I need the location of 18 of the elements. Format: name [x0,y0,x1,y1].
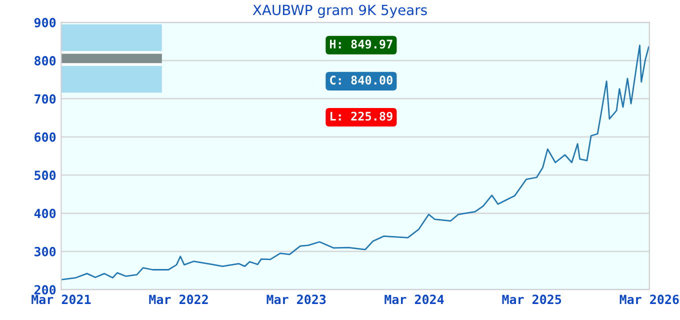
y-tick-label: 300 [34,246,56,256]
y-tick-label: 500 [34,170,56,180]
y-tick-label: 400 [34,208,56,218]
x-tick-label: Mar 2021 [32,294,91,304]
y-tick-label: 200 [34,285,56,295]
x-tick-label: Mar 2025 [502,294,562,304]
y-tick-label: 900 [34,18,56,28]
y-tick-label: 800 [34,56,56,66]
annotation: C: 840.00 [330,76,392,85]
chart-title: XAUBWP gram 9K 5years [252,4,427,18]
x-tick-label: Mar 2024 [384,294,444,304]
x-tick-label: Mar 2022 [149,294,208,304]
y-tick-label: 600 [34,132,56,142]
y-tick-label: 700 [34,94,56,104]
x-tick-label: Mar 2026 [620,294,679,304]
x-tick-label: Mar 2023 [266,294,326,304]
annotation: L: 225.89 [330,112,392,121]
annotation: H: 849.97 [330,40,392,49]
